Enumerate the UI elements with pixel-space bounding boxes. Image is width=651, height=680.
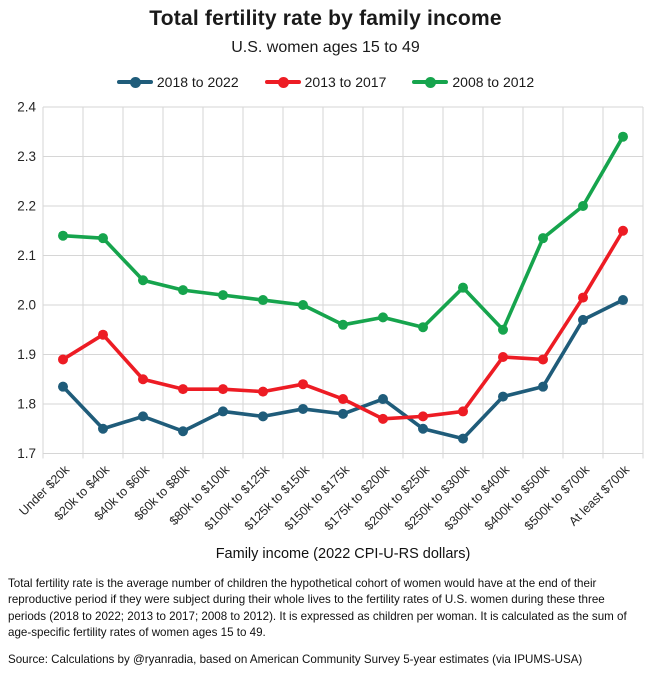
data-point (338, 394, 348, 405)
data-point (218, 406, 228, 417)
legend-label: 2013 to 2017 (304, 74, 387, 90)
data-point (298, 379, 308, 390)
data-point (418, 423, 428, 434)
data-point (98, 423, 108, 434)
legend-line-marker-icon (264, 76, 301, 88)
y-tick-label: 2.2 (17, 199, 36, 214)
series-2018-to-2022 (58, 295, 628, 444)
y-tick-label: 1.8 (17, 397, 36, 412)
series-2008-to-2012 (58, 131, 628, 335)
data-point (498, 351, 508, 362)
data-point (178, 285, 188, 296)
data-point (498, 391, 508, 402)
series-2013-to-2017 (58, 225, 628, 424)
data-point (618, 295, 628, 306)
data-point (258, 295, 268, 306)
data-point (458, 282, 468, 293)
data-point (58, 230, 68, 241)
data-point (578, 292, 588, 303)
chart-subtitle: U.S. women ages 15 to 49 (231, 39, 420, 56)
data-point (458, 406, 468, 417)
data-point (618, 131, 628, 142)
data-point (418, 322, 428, 333)
legend: 2018 to 2022 2013 to 2017 2008 to 2012 (0, 74, 651, 90)
data-point (538, 233, 548, 244)
data-point (378, 394, 388, 405)
legend-dot-icon (129, 76, 141, 88)
data-point (338, 408, 348, 419)
data-point (538, 381, 548, 392)
data-point (138, 374, 148, 385)
y-tick-label: 2.4 (17, 100, 36, 115)
data-point (298, 403, 308, 414)
data-point (258, 386, 268, 397)
y-tick-label: 2.0 (17, 298, 36, 313)
data-point (138, 411, 148, 422)
data-point (218, 384, 228, 395)
data-point (258, 411, 268, 422)
legend-line-marker-icon (116, 76, 153, 88)
legend-item-2013-to-2017: 2013 to 2017 (264, 74, 387, 90)
y-tick-label: 1.9 (17, 347, 36, 362)
data-point (498, 324, 508, 335)
data-point (618, 225, 628, 236)
series-layer (58, 131, 628, 444)
legend-item-2018-to-2022: 2018 to 2022 (116, 74, 239, 90)
y-tick-label: 1.7 (17, 446, 36, 461)
data-point (458, 433, 468, 444)
legend-dot-icon (277, 76, 289, 88)
data-point (578, 314, 588, 325)
series-line (61, 134, 625, 332)
data-point (538, 354, 548, 365)
legend-label: 2008 to 2012 (452, 74, 535, 90)
data-point (378, 413, 388, 424)
data-point (298, 300, 308, 310)
legend-dot-icon (425, 76, 437, 88)
data-point (178, 384, 188, 395)
chart-title: Total fertility rate by family income (149, 7, 502, 30)
legend-line-marker-icon (412, 76, 449, 88)
data-point (218, 290, 228, 301)
data-point (98, 233, 108, 244)
data-point (98, 329, 108, 340)
data-point (178, 426, 188, 437)
data-point (418, 411, 428, 422)
y-tick-label: 2.3 (17, 149, 36, 164)
data-point (578, 201, 588, 211)
source-text: Source: Calculations by @ryanradia, base… (8, 653, 583, 666)
data-point (58, 354, 68, 365)
data-point (58, 381, 68, 392)
legend-item-2008-to-2012: 2008 to 2012 (412, 74, 534, 90)
data-point (138, 275, 148, 286)
data-point (378, 312, 388, 323)
grid-layer (42, 106, 644, 459)
x-axis-title: Family income (2022 CPI-U-RS dollars) (216, 546, 471, 562)
footnote-text: Total fertility rate is the average numb… (8, 577, 627, 640)
data-point (338, 319, 348, 330)
legend-label: 2018 to 2022 (156, 74, 239, 90)
y-tick-label: 2.1 (17, 248, 36, 263)
